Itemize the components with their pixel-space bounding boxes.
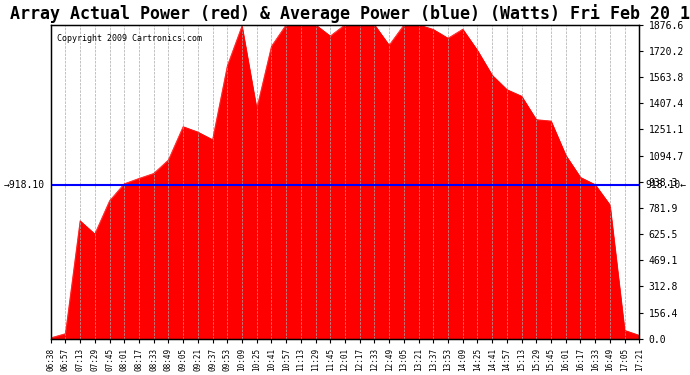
Title: West Array Actual Power (red) & Average Power (blue) (Watts) Fri Feb 20 17:32: West Array Actual Power (red) & Average …: [0, 4, 690, 23]
Text: 918.10←: 918.10←: [645, 180, 687, 190]
Text: →918.10: →918.10: [3, 180, 45, 190]
Text: Copyright 2009 Cartronics.com: Copyright 2009 Cartronics.com: [57, 34, 201, 43]
